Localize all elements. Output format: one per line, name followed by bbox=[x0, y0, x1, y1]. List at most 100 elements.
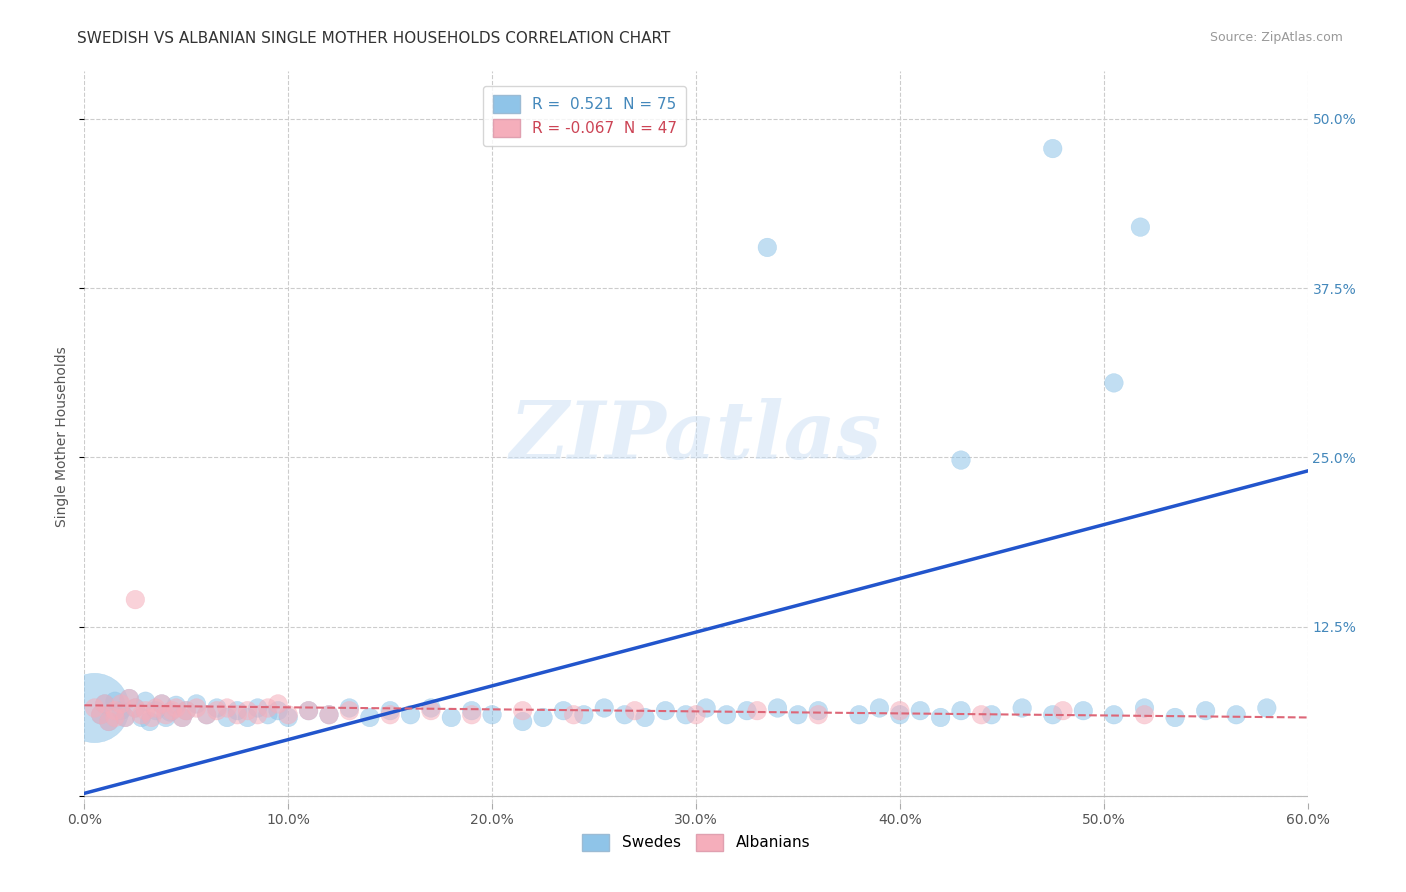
Point bbox=[716, 707, 738, 722]
Point bbox=[217, 701, 239, 715]
Point bbox=[118, 691, 141, 706]
Point bbox=[747, 704, 769, 718]
Point bbox=[512, 704, 534, 718]
Point bbox=[481, 707, 503, 722]
Point bbox=[135, 704, 157, 718]
Point bbox=[420, 704, 443, 718]
Point bbox=[339, 701, 361, 715]
Point bbox=[267, 704, 290, 718]
Point bbox=[124, 701, 146, 715]
Y-axis label: Single Mother Households: Single Mother Households bbox=[55, 347, 69, 527]
Text: SWEDISH VS ALBANIAN SINGLE MOTHER HOUSEHOLDS CORRELATION CHART: SWEDISH VS ALBANIAN SINGLE MOTHER HOUSEH… bbox=[77, 31, 671, 46]
Point bbox=[131, 707, 153, 722]
Point bbox=[97, 714, 120, 729]
Point bbox=[226, 704, 249, 718]
Point bbox=[869, 701, 891, 715]
Point bbox=[756, 240, 779, 254]
Point bbox=[145, 704, 167, 718]
Point bbox=[160, 704, 183, 718]
Point bbox=[970, 707, 993, 722]
Point bbox=[318, 707, 340, 722]
Point bbox=[807, 707, 830, 722]
Point bbox=[186, 697, 208, 711]
Point bbox=[277, 707, 299, 722]
Point bbox=[1225, 707, 1247, 722]
Point bbox=[1042, 142, 1064, 156]
Point bbox=[298, 704, 321, 718]
Point bbox=[246, 701, 269, 715]
Point bbox=[186, 701, 208, 715]
Point bbox=[910, 704, 932, 718]
Point bbox=[155, 707, 177, 722]
Point bbox=[172, 710, 194, 724]
Point bbox=[380, 707, 402, 722]
Point bbox=[83, 701, 105, 715]
Point bbox=[848, 707, 870, 722]
Point bbox=[90, 707, 112, 722]
Point bbox=[613, 707, 636, 722]
Point bbox=[246, 707, 269, 722]
Point bbox=[807, 704, 830, 718]
Point bbox=[104, 710, 127, 724]
Point bbox=[83, 701, 105, 715]
Point bbox=[380, 704, 402, 718]
Point bbox=[1102, 707, 1125, 722]
Point bbox=[298, 704, 321, 718]
Point bbox=[172, 710, 194, 724]
Point bbox=[174, 704, 197, 718]
Point bbox=[399, 707, 422, 722]
Point bbox=[226, 707, 249, 722]
Legend: Swedes, Albanians: Swedes, Albanians bbox=[575, 828, 817, 857]
Point bbox=[114, 710, 136, 724]
Point bbox=[141, 710, 163, 724]
Point bbox=[634, 710, 657, 724]
Point bbox=[359, 710, 381, 724]
Point bbox=[205, 704, 228, 718]
Point bbox=[1195, 704, 1218, 718]
Point bbox=[277, 710, 299, 724]
Point bbox=[97, 714, 120, 729]
Point bbox=[766, 701, 789, 715]
Point bbox=[145, 701, 167, 715]
Point bbox=[980, 707, 1002, 722]
Point bbox=[114, 710, 136, 724]
Point bbox=[159, 705, 181, 719]
Point bbox=[675, 707, 697, 722]
Point bbox=[685, 707, 707, 722]
Point bbox=[572, 707, 595, 722]
Point bbox=[150, 697, 173, 711]
Point bbox=[553, 704, 575, 718]
Point bbox=[562, 707, 585, 722]
Point bbox=[1102, 376, 1125, 390]
Point bbox=[1042, 707, 1064, 722]
Point bbox=[929, 710, 952, 724]
Point bbox=[110, 697, 132, 711]
Point bbox=[787, 707, 810, 722]
Point bbox=[104, 704, 127, 718]
Point bbox=[461, 707, 484, 722]
Point bbox=[131, 710, 153, 724]
Point bbox=[1073, 704, 1095, 718]
Point bbox=[593, 701, 616, 715]
Point bbox=[165, 701, 187, 715]
Point bbox=[512, 714, 534, 729]
Point bbox=[889, 707, 911, 722]
Point bbox=[165, 698, 187, 713]
Point bbox=[1052, 704, 1074, 718]
Point bbox=[118, 691, 141, 706]
Point bbox=[318, 707, 340, 722]
Point bbox=[654, 704, 676, 718]
Point bbox=[889, 704, 911, 718]
Point bbox=[138, 714, 160, 729]
Point bbox=[104, 694, 127, 708]
Point bbox=[124, 701, 146, 715]
Point bbox=[735, 704, 758, 718]
Point bbox=[205, 701, 228, 715]
Point bbox=[695, 701, 717, 715]
Point bbox=[110, 704, 132, 718]
Point bbox=[1133, 701, 1156, 715]
Point bbox=[531, 710, 554, 724]
Point bbox=[257, 701, 280, 715]
Point bbox=[155, 710, 177, 724]
Point bbox=[1129, 220, 1152, 235]
